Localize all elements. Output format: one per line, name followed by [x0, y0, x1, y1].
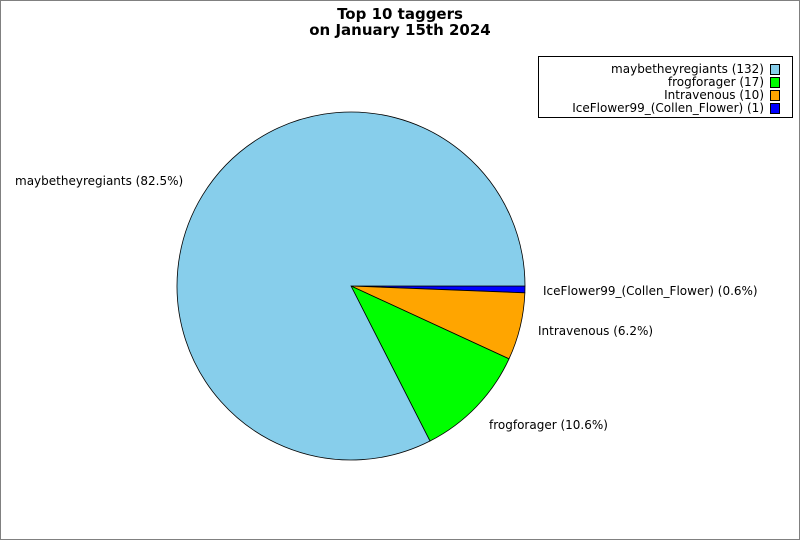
slice-label: maybetheyregiants (82.5%) [15, 174, 183, 188]
chart-title-line1: Top 10 taggers [337, 5, 463, 23]
slice-label: frogforager (10.6%) [489, 418, 608, 432]
chart-title-line2: on January 15th 2024 [309, 21, 491, 39]
legend-label: frogforager (17) [667, 75, 764, 89]
legend-label: Intravenous (10) [664, 88, 764, 102]
pie-slice-maybetheyregiants [176, 111, 526, 461]
legend-item-0: maybetheyregiants (132) [611, 63, 780, 76]
slice-label: Intravenous (6.2%) [538, 324, 653, 338]
legend-label: maybetheyregiants (132) [611, 62, 764, 76]
legend-item-3: IceFlower99_(Collen_Flower) (1) [572, 102, 780, 115]
legend-label: IceFlower99_(Collen_Flower) (1) [572, 101, 764, 115]
legend: maybetheyregiants (132) frogforager (17)… [538, 56, 793, 118]
slice-label: IceFlower99_(Collen_Flower) (0.6%) [543, 284, 758, 298]
legend-swatch [770, 64, 780, 75]
pie-slice-frogforager [350, 285, 510, 442]
chart-title: Top 10 taggers on January 15th 2024 [1, 6, 799, 38]
legend-item-1: frogforager (17) [668, 76, 780, 89]
legend-item-2: Intravenous (10) [664, 89, 780, 102]
legend-swatch [770, 90, 780, 101]
legend-swatch [770, 103, 780, 114]
legend-swatch [770, 77, 780, 88]
